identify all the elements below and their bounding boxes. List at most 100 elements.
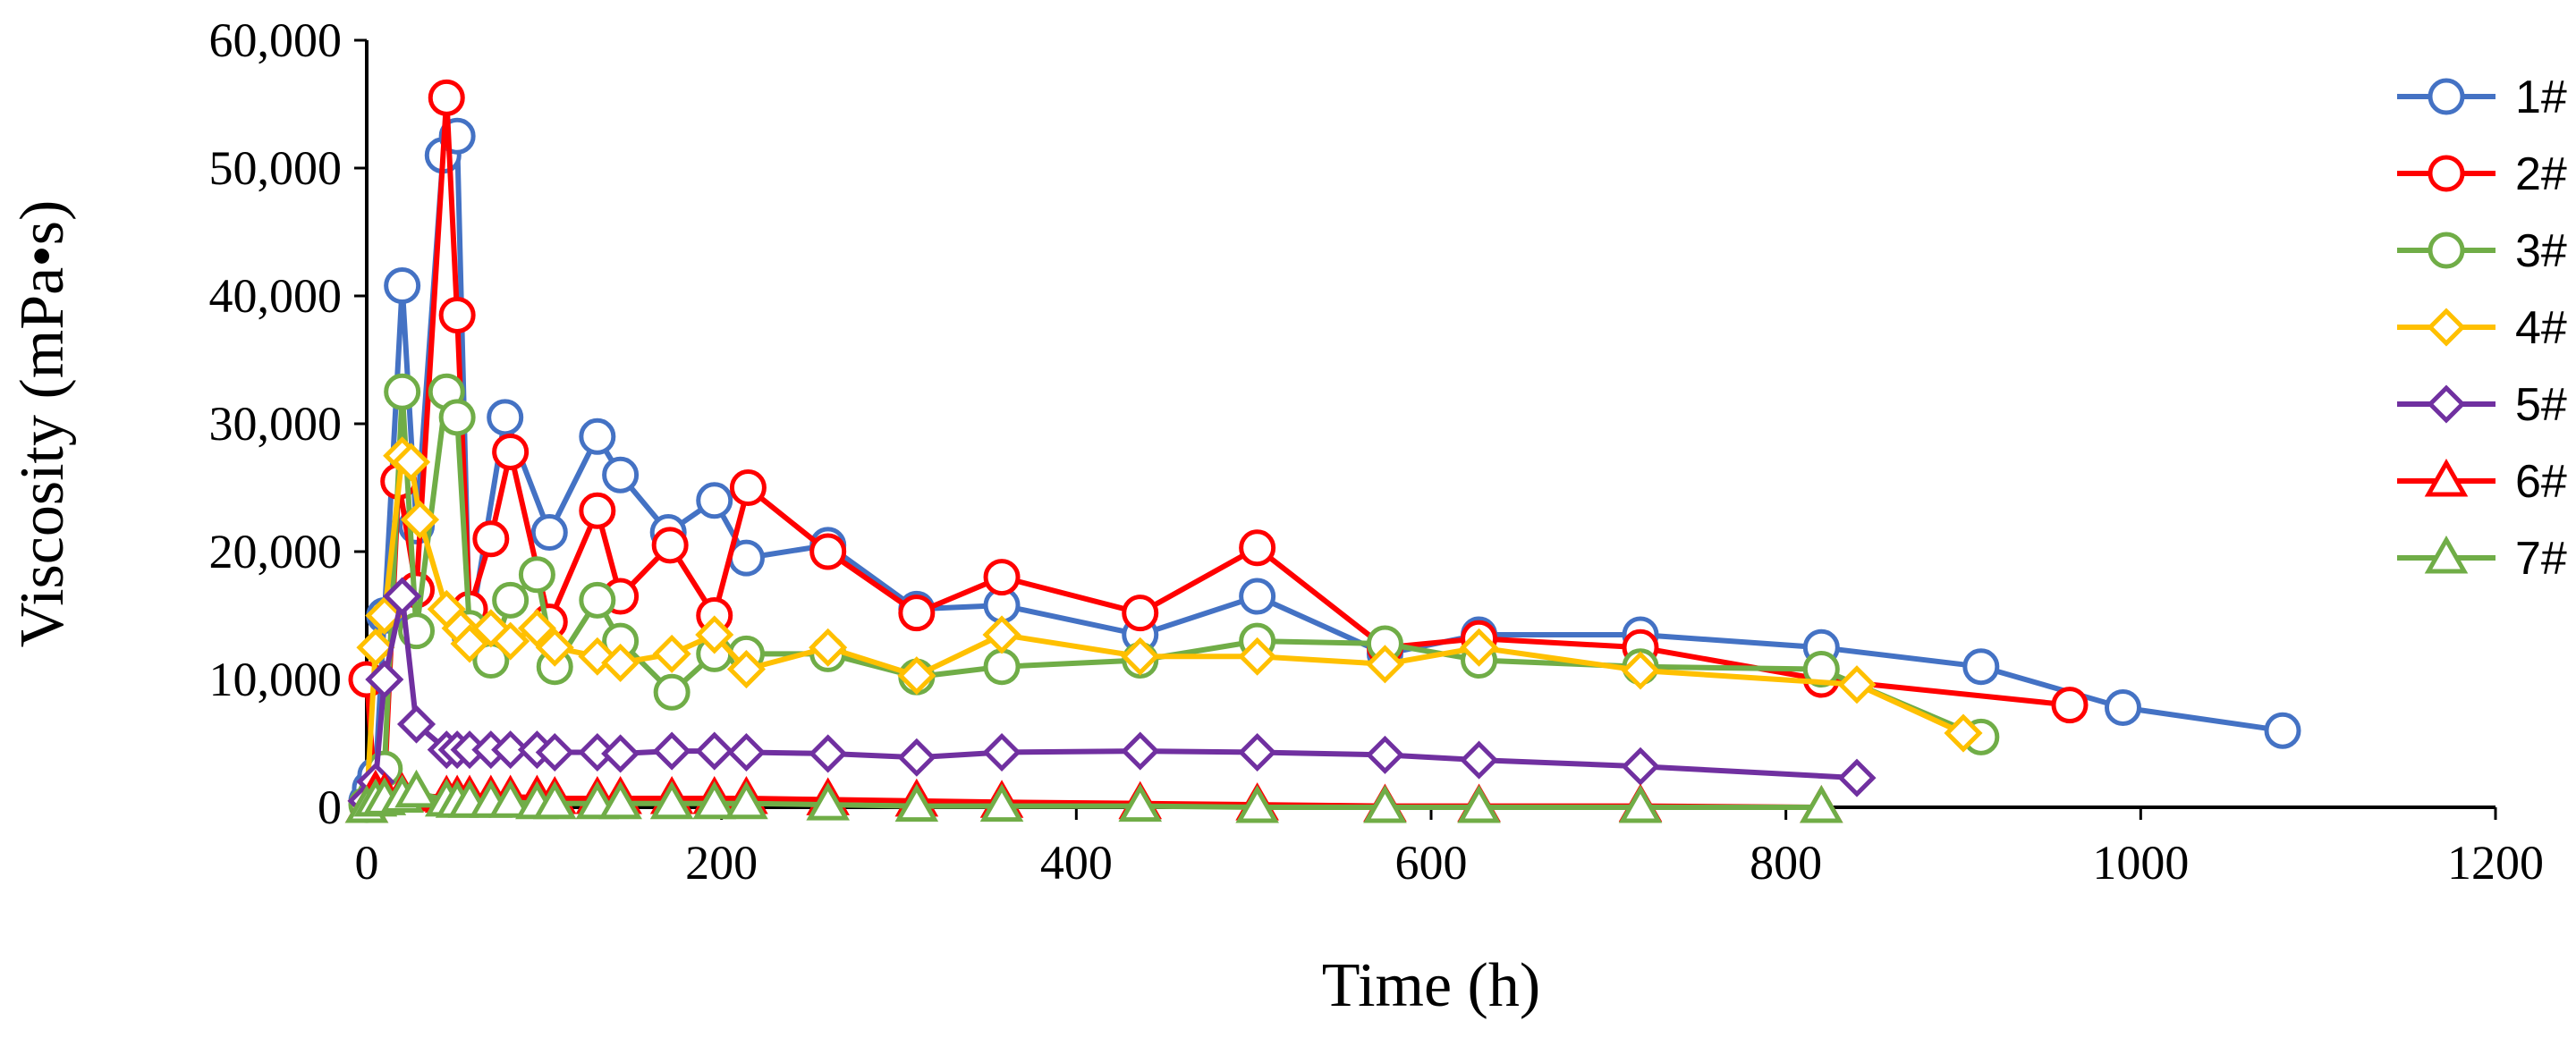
data-point [396,704,436,744]
data-point [518,556,555,594]
data-point [1621,651,1660,690]
data-point [894,783,939,822]
series-1 [348,117,2301,820]
x-tick-label: 600 [1395,836,1468,890]
data-point [979,783,1024,822]
data-point [1460,740,1499,780]
data-point [2051,687,2089,724]
legend-label: 7# [2515,533,2567,585]
data-point [1837,665,1877,704]
data-point [492,581,530,619]
data-point [897,738,936,777]
legend-marker [2427,308,2466,347]
legend-item: 7# [2397,533,2567,585]
data-point [535,732,574,772]
data-point [392,443,431,482]
series-4 [347,436,1983,821]
data-point [492,433,530,470]
data-point [488,780,532,818]
y-axis-title: Viscosity (mPa•s) [8,200,77,648]
data-point [1122,595,1159,632]
data-point [1618,784,1663,823]
data-point [809,628,848,667]
legend-item: 1# [2397,72,2567,123]
data-point [729,469,767,506]
data-point [726,650,766,689]
legend-marker [2424,535,2469,574]
data-point [809,533,847,570]
data-point [2105,688,2141,726]
data-point [649,780,694,820]
data-point [1121,731,1160,771]
series-layer [344,79,2301,823]
data-point [982,732,1021,772]
data-point [384,373,421,410]
data-point [428,79,465,116]
y-tick-label: 20,000 [209,525,343,578]
data-point [517,609,556,648]
data-point [450,624,489,663]
data-point [1944,713,1983,753]
data-point [1802,651,1840,688]
data-point [1962,648,2000,686]
data-point [1239,578,1276,615]
data-point [438,399,476,436]
data-point [983,559,1021,596]
legend-marker [2427,384,2466,424]
data-point [1457,784,1501,823]
data-point [1365,645,1404,684]
y-tick-label: 60,000 [209,13,343,67]
data-point [652,634,691,673]
data-point [491,730,530,770]
data-point [983,648,1021,686]
legend-item: 2# [2397,148,2567,200]
y-tick-label: 30,000 [209,397,343,451]
data-point [1235,784,1279,823]
data-point [384,267,421,305]
data-point [726,732,766,772]
x-tick-label: 0 [355,836,379,890]
data-point [383,577,422,616]
x-axis-title: Time (h) [1322,951,1540,1020]
data-point [652,731,691,771]
y-tick-label: 50,000 [209,141,343,195]
data-point [601,643,640,682]
data-point [1837,758,1877,797]
legend-item: 6# [2397,456,2567,508]
data-point [696,482,733,519]
series-line [364,133,2284,802]
data-point [1800,784,1843,823]
y-tick-label: 40,000 [209,269,343,323]
data-point [530,514,568,552]
data-point [695,615,734,654]
legend-label: 4# [2515,302,2567,354]
legend-item: 4# [2397,302,2567,354]
data-point [1238,732,1277,772]
data-point [365,660,404,699]
data-point [487,399,524,436]
data-point [809,734,848,773]
data-point [491,621,530,661]
x-tick-label: 1000 [2092,836,2189,890]
series-7 [344,769,1843,823]
legend-item: 5# [2397,379,2567,431]
legend-marker [2424,458,2469,497]
data-point [724,780,768,820]
y-tick-label: 0 [318,780,342,834]
data-point [898,595,936,632]
data-point [1118,783,1163,822]
data-point [472,520,510,558]
legend-label: 1# [2515,72,2567,123]
x-tick-label: 400 [1040,836,1113,890]
data-point [598,780,642,820]
data-point [365,595,404,636]
data-point [1238,637,1277,676]
data-point [897,656,936,696]
legend-label: 5# [2515,379,2567,431]
data-point [651,527,689,564]
data-point [356,628,395,667]
legend-marker [2428,155,2465,192]
legend-label: 3# [2515,225,2567,277]
data-point [1621,747,1660,786]
